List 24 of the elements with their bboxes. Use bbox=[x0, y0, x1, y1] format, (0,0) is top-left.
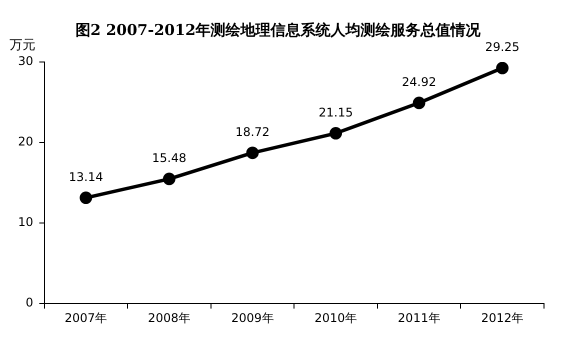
y-tick-label: 30 bbox=[18, 54, 34, 68]
x-tick-label: 2012年 bbox=[481, 310, 524, 325]
x-tick-label: 2008年 bbox=[148, 310, 190, 325]
data-label: 24.92 bbox=[402, 75, 436, 90]
point bbox=[412, 96, 426, 110]
y-tick-label: 0 bbox=[26, 296, 34, 310]
point bbox=[330, 127, 342, 140]
chart-title: 图2 2007-2012年测绘地理信息系统人均测绘服务总值情况 bbox=[75, 20, 482, 39]
y-axis-title: 万元 bbox=[9, 38, 36, 53]
y-tick-label: 20 bbox=[18, 134, 34, 149]
y-tick-label: 10 bbox=[18, 215, 34, 230]
x-tick-label: 2007年 bbox=[64, 310, 108, 325]
data-label: 21.15 bbox=[318, 105, 353, 120]
x-tick-label: 2011年 bbox=[398, 310, 440, 325]
point bbox=[162, 172, 176, 186]
x-tick-label: 2009年 bbox=[231, 310, 274, 325]
point bbox=[496, 62, 509, 74]
data-label: 13.14 bbox=[68, 170, 104, 184]
x-tick-label: 2010年 bbox=[314, 310, 358, 325]
point bbox=[80, 192, 92, 204]
point bbox=[246, 146, 259, 160]
data-label: 29.25 bbox=[485, 40, 520, 54]
data-label: 15.48 bbox=[152, 151, 186, 166]
data-label: 18.72 bbox=[235, 124, 270, 139]
